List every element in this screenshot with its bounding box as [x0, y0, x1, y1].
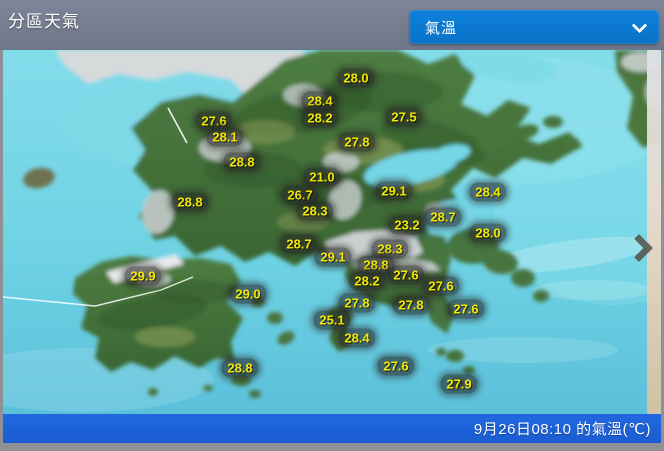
- dropdown-selected-value: 氣溫: [425, 19, 458, 37]
- pan-right-arrow[interactable]: [624, 230, 654, 263]
- temp-reading: 29.0: [229, 284, 267, 304]
- temp-reading: 27.8: [338, 293, 376, 313]
- temp-reading: 21.0: [303, 167, 341, 187]
- temp-reading: 29.1: [375, 181, 413, 201]
- temp-reading: 27.6: [387, 265, 425, 285]
- footer-bar: 9月26日08:10 的氣溫(℃): [3, 414, 661, 443]
- temp-reading: 28.0: [337, 68, 375, 88]
- temp-reading: 28.8: [171, 192, 209, 212]
- temp-reading: 23.2: [388, 215, 426, 235]
- temp-reading: 28.8: [221, 358, 259, 378]
- temp-reading: 28.4: [469, 182, 507, 202]
- temperature-labels-layer: 28.0 28.4 28.2 27.5 27.6 28.1 27.8 28.8 21.0 29.1…: [3, 50, 661, 414]
- map-caption: 9月26日08:10 的氣溫(℃): [473, 421, 651, 438]
- temp-reading: 26.7: [281, 185, 319, 205]
- temp-reading: 28.2: [301, 108, 339, 128]
- temp-reading: 28.7: [424, 207, 462, 227]
- temp-reading: 28.0: [469, 223, 507, 243]
- page-title: 分區天氣: [8, 12, 80, 31]
- temp-reading: 29.1: [314, 247, 352, 267]
- temp-reading: 27.6: [447, 299, 485, 319]
- temp-reading: 28.3: [371, 239, 409, 259]
- weather-element-dropdown[interactable]: 氣溫: [409, 10, 659, 44]
- temp-reading: 27.8: [392, 295, 430, 315]
- chevron-down-icon: [631, 17, 648, 33]
- temp-reading: 27.6: [195, 111, 233, 131]
- temp-reading: 28.4: [301, 91, 339, 111]
- temp-reading: 28.2: [348, 271, 386, 291]
- temp-reading: 28.1: [206, 127, 244, 147]
- temp-reading: 28.8: [223, 152, 261, 172]
- temp-reading: 27.9: [440, 374, 478, 394]
- temp-reading: 28.3: [296, 201, 334, 221]
- temp-reading: 25.1: [313, 310, 351, 330]
- temp-reading: 27.5: [385, 107, 423, 127]
- temp-reading: 27.8: [338, 132, 376, 152]
- chevron-right-icon: [624, 233, 654, 263]
- weather-map: 28.0 28.4 28.2 27.5 27.6 28.1 27.8 28.8 21.0 29.1…: [3, 50, 661, 414]
- header-bar: 分區天氣 氣溫: [0, 0, 664, 50]
- temp-reading: 28.4: [338, 328, 376, 348]
- temp-reading: 28.7: [280, 234, 318, 254]
- temp-reading: 27.6: [422, 276, 460, 296]
- temp-reading: 28.8: [357, 255, 395, 275]
- temp-reading: 29.9: [124, 266, 162, 286]
- temp-reading: 27.6: [377, 356, 415, 376]
